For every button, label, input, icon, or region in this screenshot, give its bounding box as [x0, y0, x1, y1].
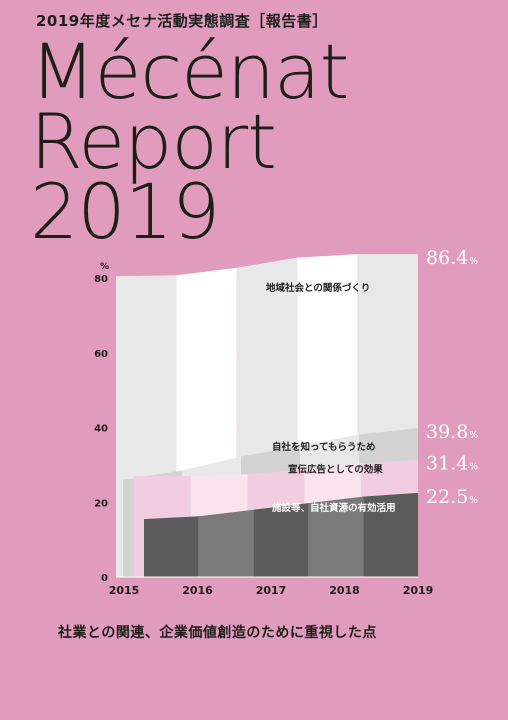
series-band-4-2019	[363, 492, 418, 577]
series-band-4-2017	[253, 503, 309, 577]
y-tick-label: 40	[94, 424, 108, 435]
end-value-2: 39.8%	[426, 421, 478, 443]
x-tick-label: 2018	[329, 584, 360, 597]
chart-caption: 社業との関連、企業価値創造のために重視した点	[58, 625, 377, 641]
end-value-unit-1: %	[469, 257, 478, 267]
series-band-4-2018	[308, 496, 364, 577]
series-band-4-2016	[198, 509, 254, 577]
x-tick-label: 2017	[256, 584, 287, 597]
x-tick-label: 2016	[182, 584, 213, 597]
series-label-2: 自社を知ってもらうため	[272, 441, 376, 453]
end-value-unit-2: %	[469, 431, 478, 441]
title-line-2: Report	[30, 97, 277, 186]
y-axis-unit: %	[100, 262, 109, 272]
end-value-unit-4: %	[469, 496, 478, 506]
series-label-4: 施設等、自社資源の有効活用	[272, 502, 396, 514]
series-label-1: 地域社会との関係づくり	[266, 282, 370, 294]
series-band-4-2015	[144, 516, 199, 577]
y-tick-label: 20	[94, 498, 108, 509]
y-tick-label: 80	[94, 274, 108, 285]
x-tick-label: 2019	[403, 584, 434, 597]
end-value-3: 31.4%	[426, 453, 478, 475]
title-line-3: 2019	[30, 167, 220, 256]
end-value-1: 86.4%	[426, 247, 478, 269]
end-value-unit-3: %	[469, 463, 478, 473]
title-line-1: Mécénat	[30, 27, 349, 116]
y-tick-label: 0	[101, 573, 108, 584]
report-subtitle: 2019年度メセナ活動実態調査［報告書］	[36, 12, 328, 30]
x-tick-label: 2015	[109, 584, 140, 597]
series-label-3: 宣伝広告としての効果	[288, 464, 383, 476]
end-value-4: 22.5%	[426, 486, 478, 508]
y-tick-label: 60	[94, 349, 108, 360]
